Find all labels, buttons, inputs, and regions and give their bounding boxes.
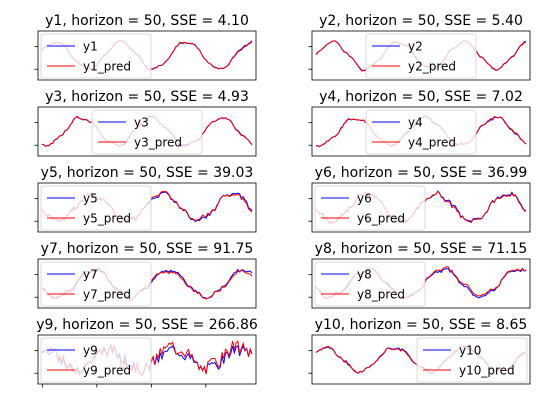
subplot-title: y2, horizon = 50, SSE = 5.40	[319, 13, 523, 29]
legend-label: y8_pred	[357, 288, 405, 302]
legend: y10 y10_pred	[416, 337, 528, 383]
legend-box	[365, 109, 477, 155]
legend: y7 y7_pred	[40, 261, 152, 307]
legend-label: y2	[408, 40, 423, 54]
subplot-2: y2 y2_pred y2, horizon = 50, SSE = 5.40	[308, 13, 531, 81]
legend-label: y7	[83, 268, 98, 282]
legend-label: y10	[459, 344, 481, 358]
subplot-title: y7, horizon = 50, SSE = 91.75	[41, 241, 254, 257]
subplot-9: y9 y9_pred y9, horizon = 50, SSE = 266.86	[34, 317, 258, 388]
subplot-3: y3 y3_pred y3, horizon = 50, SSE = 4.93	[34, 89, 257, 157]
legend-box	[314, 185, 426, 231]
legend: y4 y4_pred	[365, 109, 477, 155]
subplot-5: y5 y5_pred y5, horizon = 50, SSE = 39.03	[34, 165, 257, 233]
subplot-4: y4 y4_pred y4, horizon = 50, SSE = 7.02	[308, 89, 531, 157]
legend-label: y8	[357, 268, 372, 282]
legend: y2 y2_pred	[365, 33, 477, 79]
legend-box	[365, 33, 477, 79]
legend: y1 y1_pred	[40, 33, 152, 79]
legend-box	[314, 261, 426, 307]
subplot-8: y8 y8_pred y8, horizon = 50, SSE = 71.15	[308, 241, 531, 309]
legend-label: y4	[408, 116, 423, 130]
subplot-title: y6, horizon = 50, SSE = 36.99	[315, 165, 528, 181]
legend: y9 y9_pred	[40, 337, 152, 383]
subplot-title: y8, horizon = 50, SSE = 71.15	[315, 241, 528, 257]
legend: y6 y6_pred	[314, 185, 426, 231]
legend-label: y2_pred	[408, 60, 456, 74]
legend-box	[40, 337, 152, 383]
legend: y5 y5_pred	[40, 185, 152, 231]
legend-label: y9_pred	[83, 364, 131, 378]
subplot-title: y3, horizon = 50, SSE = 4.93	[45, 89, 249, 105]
legend-label: y10_pred	[459, 364, 515, 378]
subplot-6: y6 y6_pred y6, horizon = 50, SSE = 36.99	[308, 165, 531, 233]
legend-label: y1_pred	[83, 60, 131, 74]
legend-label: y4_pred	[408, 136, 456, 150]
legend-label: y5_pred	[83, 212, 131, 226]
subplot-title: y9, horizon = 50, SSE = 266.86	[36, 317, 258, 333]
legend-label: y3_pred	[134, 136, 182, 150]
legend-label: y9	[83, 344, 98, 358]
legend-label: y6	[357, 192, 372, 206]
subplot-7: y7 y7_pred y7, horizon = 50, SSE = 91.75	[34, 241, 257, 309]
subplot-title: y5, horizon = 50, SSE = 39.03	[41, 165, 254, 181]
legend-label: y7_pred	[83, 288, 131, 302]
subplot-1: y1 y1_pred y1, horizon = 50, SSE = 4.10	[34, 13, 257, 81]
subplot-10: y10 y10_pred y10, horizon = 50, SSE = 8.65	[308, 317, 531, 385]
legend-box	[416, 337, 528, 383]
subplot-title: y1, horizon = 50, SSE = 4.10	[45, 13, 249, 29]
subplot-title: y4, horizon = 50, SSE = 7.02	[319, 89, 523, 105]
legend-label: y3	[134, 116, 149, 130]
legend-label: y1	[83, 40, 98, 54]
legend-label: y5	[83, 192, 98, 206]
legend-box	[40, 33, 152, 79]
legend: y8 y8_pred	[314, 261, 426, 307]
legend-label: y6_pred	[357, 212, 405, 226]
legend-box	[91, 109, 203, 155]
legend: y3 y3_pred	[91, 109, 203, 155]
subplot-title: y10, horizon = 50, SSE = 8.65	[315, 317, 528, 333]
legend-box	[40, 261, 152, 307]
legend-box	[40, 185, 152, 231]
